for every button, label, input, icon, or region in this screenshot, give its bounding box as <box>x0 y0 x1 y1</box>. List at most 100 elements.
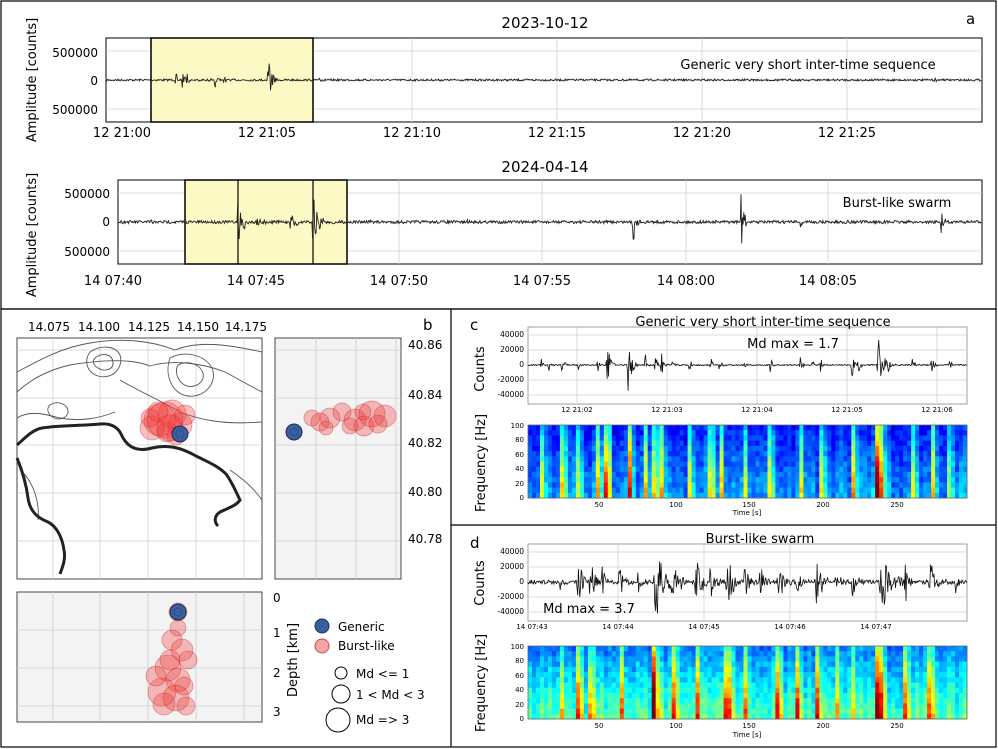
spectrogram-cell <box>571 445 577 452</box>
spectrogram-cell <box>583 672 589 678</box>
spectrogram-cell <box>719 440 724 447</box>
spectrogram-cell <box>771 703 776 709</box>
spectrogram-cell <box>679 440 685 447</box>
spectrogram-cell <box>891 487 896 494</box>
spectrogram-cell <box>807 430 812 436</box>
spectrogram-cell <box>548 492 553 499</box>
spectrogram-cell <box>827 471 832 478</box>
spectrogram-cell <box>563 451 569 457</box>
spectrogram-cell <box>911 698 916 704</box>
spectrogram-cell <box>579 492 585 499</box>
spectrogram-cell <box>907 677 912 683</box>
spectrogram-cell <box>707 692 712 699</box>
y-tick-label: 40.82 <box>408 436 442 450</box>
spectrogram-cell <box>731 471 736 478</box>
spectrogram-cell <box>551 666 557 673</box>
spectrogram-cell <box>711 703 716 709</box>
spectrogram-cell <box>847 661 852 668</box>
spectrogram-cell <box>687 672 692 678</box>
spectrogram-cell <box>963 646 968 652</box>
spectrogram-cell <box>563 677 569 683</box>
spectrogram-cell <box>851 666 856 673</box>
spectrogram-cell <box>811 471 816 478</box>
y-tick-label: 0 <box>520 715 524 723</box>
spectrogram-cell <box>839 430 844 436</box>
spectrogram-cell <box>903 708 908 715</box>
spectrogram-cell <box>879 672 884 678</box>
spectrogram-cell <box>707 646 712 652</box>
burst-event-marker <box>170 638 194 662</box>
spectrogram-cell <box>827 672 832 678</box>
spectrogram-cell <box>731 482 736 488</box>
spectrogram-cell <box>775 687 780 694</box>
spectrogram-cell <box>831 651 836 657</box>
spectrogram-cell <box>587 451 593 457</box>
spectrogram-cell <box>567 692 573 699</box>
spectrogram-cell <box>959 713 964 720</box>
spectrogram-cell <box>735 672 740 678</box>
spectrogram-cell <box>579 461 585 468</box>
spectrogram-cell <box>915 661 920 668</box>
spectrogram-cell <box>699 445 704 452</box>
c-md-annotation: Md max = 1.7 <box>747 337 839 352</box>
spectrogram-cell <box>883 487 888 494</box>
spectrogram-cell <box>627 646 633 652</box>
spectrogram-cell <box>687 666 692 673</box>
spectrogram-cell <box>699 482 704 488</box>
spectrogram-cell <box>667 698 673 704</box>
spectrogram-cell <box>715 456 720 462</box>
spectrogram-cell <box>851 713 856 720</box>
spectrogram-cell <box>803 487 808 494</box>
spectrogram-cell <box>671 445 677 452</box>
spectrogram-cell <box>843 656 848 662</box>
spectrogram-cell <box>611 666 617 673</box>
spectrogram-cell <box>691 677 696 683</box>
spectrogram-cell <box>551 708 557 715</box>
spectrogram-cell <box>899 677 904 683</box>
spectrogram-cell <box>815 661 820 668</box>
spectrogram-cell <box>779 677 784 683</box>
spectrogram-cell <box>611 708 617 715</box>
spectrogram-cell <box>759 703 764 709</box>
spectrogram-cell <box>771 430 776 436</box>
spectrogram-cell <box>851 482 856 488</box>
spectrogram-cell <box>699 435 704 441</box>
spectrogram-cell <box>851 471 856 478</box>
spectrogram-cell <box>579 661 585 668</box>
spectrogram-cell <box>907 482 912 488</box>
c-spec-xlabel: Time [s] <box>732 509 762 517</box>
spectrogram-cell <box>528 430 533 436</box>
spectrogram-cell <box>611 492 617 499</box>
spectrogram-cell <box>595 672 601 678</box>
spectrogram-cell <box>855 708 860 715</box>
spectrogram-cell <box>751 651 756 657</box>
spectrogram-cell <box>851 698 856 704</box>
spectrogram-cell <box>575 482 581 488</box>
spectrogram-cell <box>859 440 864 447</box>
spectrogram-cell <box>839 487 844 494</box>
c-waveform-trace <box>527 339 968 391</box>
spectrogram-cell <box>627 435 633 441</box>
spectrogram-cell <box>767 445 772 452</box>
spectrogram-cell <box>659 713 665 720</box>
spectrogram-cell <box>751 687 756 694</box>
spectrogram-cell <box>783 482 788 488</box>
spectrogram-cell <box>567 482 573 488</box>
spectrogram-cell <box>895 646 900 652</box>
spectrogram-cell <box>915 656 920 662</box>
spectrogram-cell <box>548 456 553 462</box>
spectrogram-cell <box>687 425 692 431</box>
burst-event-marker <box>373 404 397 428</box>
spectrogram-cell <box>903 651 908 657</box>
spectrogram-cell <box>883 646 888 652</box>
spectrogram-cell <box>739 440 744 447</box>
spectrogram-cell <box>591 672 597 678</box>
spectrogram-cell <box>548 445 553 452</box>
spectrogram-cell <box>831 666 836 673</box>
spectrogram-cell <box>951 687 956 694</box>
spectrogram-cell <box>619 487 625 494</box>
spectrogram-cell <box>939 435 944 441</box>
spectrogram-cell <box>771 466 776 473</box>
spectrogram-cell <box>775 692 780 699</box>
spectrogram-cell <box>663 687 669 694</box>
